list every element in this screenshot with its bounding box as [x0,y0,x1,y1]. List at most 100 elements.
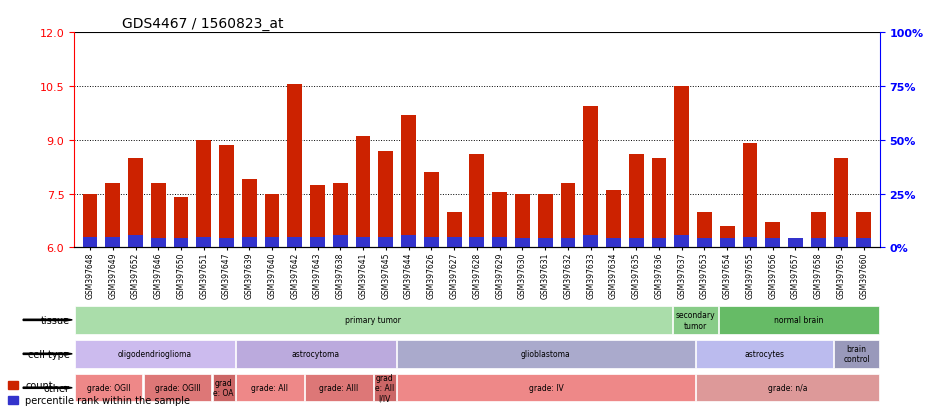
Text: grade: AII: grade: AII [251,383,288,392]
Bar [128,158,143,248]
Bar [766,223,780,248]
Text: grade: OGII: grade: OGII [87,383,131,392]
Text: grade: IV: grade: IV [529,383,563,392]
Bar [75,340,234,368]
Text: secondary
tumor: secondary tumor [676,311,716,330]
Bar [174,198,188,248]
Bar [82,194,97,248]
Bar [696,374,879,401]
Bar [857,212,871,248]
Bar [236,374,304,401]
Bar [606,190,620,248]
Text: grad
e: OA: grad e: OA [214,378,234,397]
Bar [652,239,667,248]
Bar [469,237,484,248]
Bar [446,212,461,248]
Bar [356,137,370,248]
Bar [265,237,280,248]
Bar [397,374,694,401]
Bar [720,226,734,248]
Bar [236,340,395,368]
Bar [538,194,553,248]
Bar [560,239,575,248]
Bar [811,239,826,248]
Bar [834,340,879,368]
Bar [151,183,166,248]
Bar [397,340,694,368]
Bar [697,239,712,248]
Bar [538,239,553,248]
Bar [720,239,734,248]
Bar [606,239,620,248]
Bar [697,212,712,248]
Bar [673,306,718,334]
Bar [720,306,879,334]
Bar [424,237,439,248]
Bar [424,173,439,248]
Bar [82,237,97,248]
Bar [174,239,188,248]
Bar [333,183,348,248]
Bar [493,192,507,248]
Bar [287,85,302,248]
Bar [75,374,143,401]
Bar [857,239,871,248]
Text: brain
control: brain control [844,344,870,363]
Text: GDS4467 / 1560823_at: GDS4467 / 1560823_at [122,17,284,31]
Bar [265,194,280,248]
Bar [674,235,689,248]
Text: astrocytes: astrocytes [745,349,784,358]
Bar [106,183,120,248]
Bar [242,237,257,248]
Bar [515,239,530,248]
Bar [379,237,394,248]
Bar [560,183,575,248]
Text: normal brain: normal brain [774,316,824,325]
Bar [515,194,530,248]
Bar [305,374,372,401]
Text: glioblastoma: glioblastoma [521,349,570,358]
Bar [674,87,689,248]
Bar [151,239,166,248]
Bar [242,180,257,248]
Text: primary tumor: primary tumor [345,316,401,325]
Bar [333,235,348,248]
Legend: count, percentile rank within the sample: count, percentile rank within the sample [5,377,194,408]
Text: grade: n/a: grade: n/a [768,383,807,392]
Bar [743,144,757,248]
Bar [196,140,211,248]
Bar [356,237,370,248]
Bar [629,155,644,248]
Bar [401,115,416,248]
Text: oligodendrioglioma: oligodendrioglioma [118,349,192,358]
Bar [310,237,325,248]
Bar [379,151,394,248]
Bar [213,374,234,401]
Bar [128,235,143,248]
Bar [833,237,848,248]
Bar [219,146,234,248]
Bar [629,239,644,248]
Bar [766,239,780,248]
Bar [144,374,211,401]
Text: grade: AIII: grade: AIII [319,383,358,392]
Bar [743,237,757,248]
Text: tissue: tissue [41,315,69,325]
Bar [493,237,507,248]
Text: grade: OGIII: grade: OGIII [155,383,201,392]
Bar [75,306,672,334]
Bar [196,237,211,248]
Text: grad
e: All
I/IV: grad e: All I/IV [375,373,394,403]
Bar [106,237,120,248]
Bar [469,155,484,248]
Bar [811,212,826,248]
Bar [219,239,234,248]
Bar [583,107,598,248]
Bar [446,237,461,248]
Bar [374,374,395,401]
Text: astrocytoma: astrocytoma [292,349,340,358]
Bar [652,158,667,248]
Text: other: other [44,383,69,393]
Bar [287,237,302,248]
Bar [833,158,848,248]
